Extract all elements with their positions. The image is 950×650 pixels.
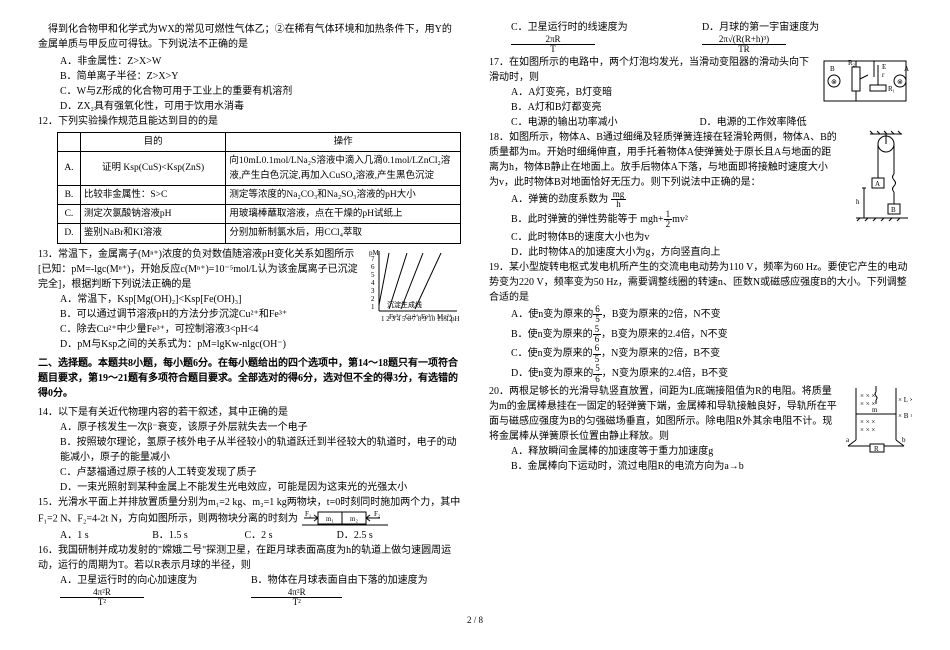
svg-text:× × ×: × × ×	[860, 392, 875, 400]
svg-text:A: A	[875, 180, 880, 188]
svg-text:R₁: R₁	[888, 85, 895, 93]
svg-text:× B ×: × B ×	[898, 412, 912, 420]
svg-text:3: 3	[371, 287, 375, 295]
q15-diagram: F₁ m₁ m₂ F₂	[300, 510, 390, 528]
svg-text:4: 4	[371, 279, 375, 287]
q14-stem: 14．以下是有关近代物理内容的若干叙述，其中正确的是	[38, 405, 461, 420]
svg-text:⊗: ⊗	[897, 78, 903, 86]
q14-a: A．原子核发生一次β⁻衰变，该原子外层就失去一个电子	[38, 420, 461, 435]
svg-text:1: 1	[371, 303, 375, 311]
q18-c: C．此时物体B的速度大小也为v	[489, 230, 912, 245]
q13-chart: pMpH Fe³⁺Cu²⁺Fe²⁺Mg²⁺ 沉淀生成线 7654321 1 2 …	[367, 247, 461, 327]
svg-text:A: A	[904, 65, 909, 73]
svg-text:F₁: F₁	[305, 510, 311, 518]
svg-text:2: 2	[371, 295, 375, 303]
page-number: 2 / 8	[38, 614, 912, 628]
svg-text:沉淀生成线: 沉淀生成线	[387, 300, 422, 309]
svg-text:F₂: F₂	[374, 510, 381, 518]
q15-stem: 15．光滑水平面上并排放置质量分别为m₁=2 kg、m₂=1 kg两物块，t=0…	[38, 495, 461, 528]
section2-header: 二、选择题。本题共8小题，每小题6分。在每小题给出的四个选项中，第14～18题只…	[38, 356, 461, 401]
q12-stem: 12．下列实验操作规范且能达到目的的是	[38, 114, 461, 129]
q19-stem: 19．某小型旋转电枢式发电机所产生的交流电电动势为110 V，频率为60 Hz。…	[489, 260, 912, 305]
svg-text:a: a	[846, 436, 850, 444]
q19-c: C．使n变为原来的65，N变为原来的2倍，B不变	[489, 344, 912, 364]
svg-text:m₂: m₂	[350, 515, 358, 523]
svg-text:R₂: R₂	[848, 59, 856, 67]
svg-text:5: 5	[371, 271, 375, 279]
q14-b: B．按照玻尔理论，氢原子核外电子从半径较小的轨道跃迁到半径较大的轨道时，电子的动…	[38, 435, 461, 465]
svg-text:6: 6	[371, 263, 375, 271]
q20-b: B．金属棒向下运动时，流过电阻R的电流方向为a→b	[489, 459, 912, 474]
svg-text:⊗: ⊗	[831, 78, 837, 86]
svg-text:× × ×: × × ×	[860, 400, 875, 408]
q14-c: C．卢瑟福通过原子核的人工转变发现了质子	[38, 465, 461, 480]
q13-d: D．pM与Ksp之间的关系式为：pM=lgKw-nlgc(OH⁻)	[38, 337, 461, 352]
svg-text:× × ×: × × ×	[860, 426, 875, 434]
svg-text:E: E	[882, 63, 886, 71]
q19-a: A．使n变为原来的65，B变为原来的2倍，N不变	[489, 305, 912, 325]
svg-text:h: h	[856, 198, 860, 206]
q11-pre: 得到化合物甲和化学式为WX的常见可燃性气体乙；②在稀有气体环境和加热条件下，用Y…	[38, 22, 461, 52]
q16-stem: 16．我国研制并成功发射的"嫦娥二号"探测卫星，在距月球表面高度为h的轨道上做匀…	[38, 543, 461, 573]
q14-d: D．一束光照射到某种金属上不能发生光电效应，可能是因为这束光的光强太小	[38, 480, 461, 495]
q20-diagram: m × × ×× × ×× × ×× × × × L ×× B × R ab	[840, 384, 912, 456]
svg-text:1 2 3 4 5 6 7 8 9 10 11 12: 1 2 3 4 5 6 7 8 9 10 11 12	[381, 315, 453, 323]
svg-text:b: b	[902, 436, 906, 444]
q18-diagram: A B h	[840, 130, 912, 224]
svg-text:B: B	[830, 65, 835, 73]
svg-text:× L ×: × L ×	[898, 396, 912, 404]
svg-text:m₁: m₁	[326, 515, 334, 523]
svg-text:7: 7	[371, 255, 375, 263]
q19-d: D．使n变为原来的56，N变为原来的2.4倍，B不变	[489, 364, 912, 384]
q12-table: 目的操作 A.证明 Ksp(CuS)<Ksp(ZnS)向10mL0.1mol/L…	[57, 132, 461, 244]
q11-c: C．W与Z形成的化合物可用于工业上的重要有机溶剂	[38, 84, 461, 99]
svg-text:B: B	[891, 206, 896, 214]
svg-text:× × ×: × × ×	[860, 418, 875, 426]
q15-opts: A．1 sB．1.5 sC．2 sD．2.5 s	[38, 528, 461, 543]
svg-text:R: R	[874, 445, 879, 453]
q16-opts-ab: A．卫星运行时的向心加速度为 4π²RT² B．物体在月球表面自由下落的加速度为…	[38, 573, 461, 608]
q18-d: D．此时物体A的加速度大小为g，方向竖直向上	[489, 245, 912, 260]
q11-b: B．简单离子半径：Z>X>Y	[38, 69, 461, 84]
svg-text:r: r	[882, 71, 885, 79]
q11-d: D．ZX₂具有强氧化性，可用于饮用水消毒	[38, 99, 461, 114]
q17-circuit: ⊗B R₂ Er R₁ ⊗A	[818, 55, 912, 107]
q19-b: B．使n变为原来的56，B变为原来的2.4倍，N不变	[489, 325, 912, 345]
q16-opts-cd: C．卫星运行时的线速度为 2πRT D．月球的第一宇宙速度为 2π√(R(R+h…	[489, 20, 912, 55]
q11-a: A．非金属性：Z>X>W	[38, 54, 461, 69]
